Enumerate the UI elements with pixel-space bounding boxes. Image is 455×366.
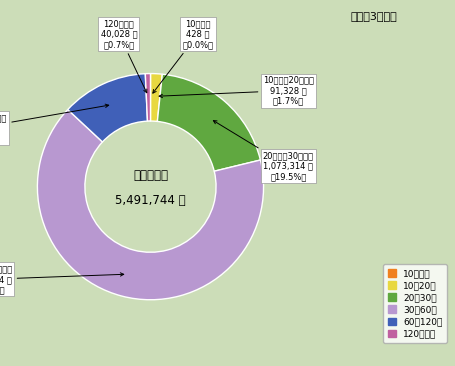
Wedge shape	[68, 74, 147, 142]
Legend: 10分未満, 10～20分, 20～30分, 30～60分, 60～120分, 120分以上: 10分未満, 10～20分, 20～30分, 30～60分, 60～120分, …	[382, 264, 446, 343]
Wedge shape	[150, 74, 162, 122]
Wedge shape	[157, 74, 260, 171]
Text: 10分以上20分未満
91,328 人
（1.7%）: 10分以上20分未満 91,328 人 （1.7%）	[159, 76, 313, 105]
Wedge shape	[145, 74, 150, 121]
Text: 120分以上
40,028 人
（0.7%）: 120分以上 40,028 人 （0.7%）	[100, 19, 147, 93]
Wedge shape	[37, 109, 263, 300]
Text: （令和3年中）: （令和3年中）	[350, 11, 396, 21]
Text: 60分以上120分未満
677,442 人
（12.3%）: 60分以上120分未満 677,442 人 （12.3%）	[0, 104, 108, 143]
Text: 全搬送人員: 全搬送人員	[133, 169, 167, 182]
Text: 30分以上60分未満
3,609,204 人
（65.7%）: 30分以上60分未満 3,609,204 人 （65.7%）	[0, 265, 123, 294]
Text: 10分未満
428 人
（0.0%）: 10分未満 428 人 （0.0%）	[152, 19, 213, 93]
Text: 20分以上30分未満
1,073,314 人
（19.5%）: 20分以上30分未満 1,073,314 人 （19.5%）	[213, 120, 313, 181]
Text: 5,491,744 人: 5,491,744 人	[115, 194, 185, 207]
